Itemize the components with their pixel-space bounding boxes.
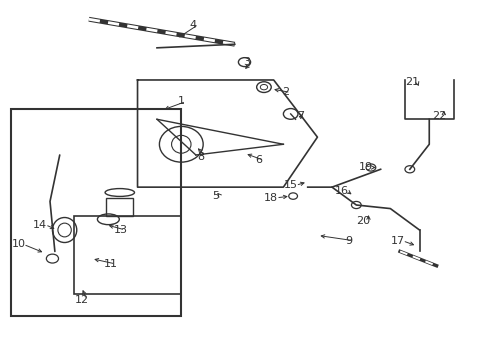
Bar	[74, 216, 181, 294]
Text: 21: 21	[405, 77, 418, 87]
Text: 17: 17	[390, 236, 404, 246]
Bar	[106, 198, 133, 216]
Text: 19: 19	[358, 162, 372, 172]
Text: 15: 15	[283, 180, 297, 190]
Text: 7: 7	[296, 111, 304, 121]
Text: 12: 12	[74, 295, 88, 305]
Text: 8: 8	[197, 152, 204, 162]
Text: 14: 14	[33, 220, 47, 230]
Text: 11: 11	[103, 259, 118, 269]
Text: 9: 9	[345, 236, 352, 246]
Text: 5: 5	[211, 191, 218, 201]
Text: 2: 2	[282, 87, 289, 98]
Text: 1: 1	[178, 96, 184, 107]
Text: 16: 16	[334, 186, 348, 196]
Bar	[11, 109, 181, 316]
Text: 13: 13	[113, 225, 127, 235]
Text: 22: 22	[431, 111, 445, 121]
Text: 3: 3	[243, 57, 250, 67]
Text: 20: 20	[356, 216, 370, 226]
Text: 6: 6	[255, 156, 262, 165]
Text: 4: 4	[189, 19, 197, 30]
Text: 10: 10	[11, 239, 25, 249]
Text: 18: 18	[264, 193, 278, 203]
